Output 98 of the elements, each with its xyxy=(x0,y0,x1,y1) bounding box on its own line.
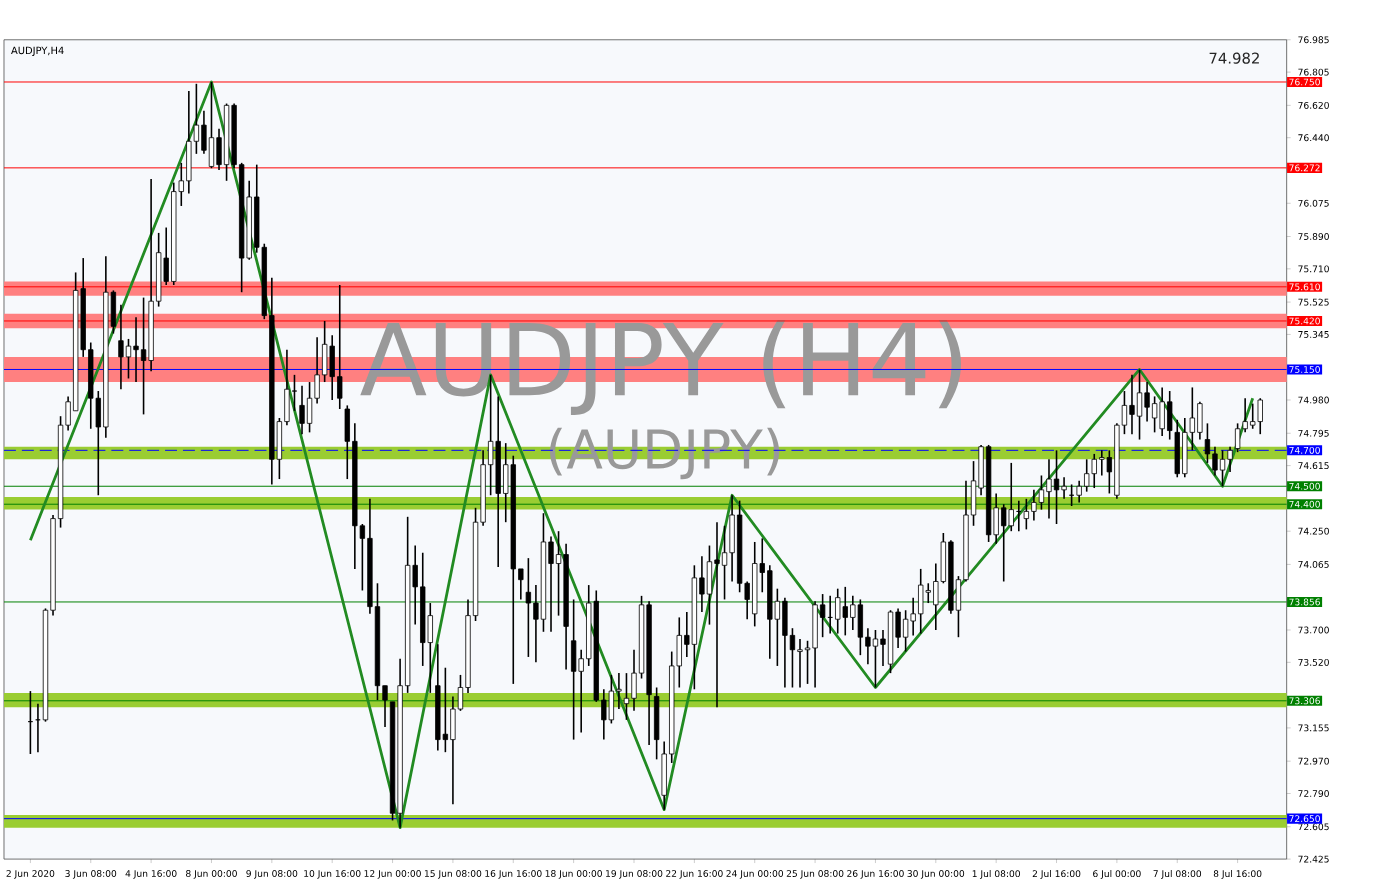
candlestick xyxy=(797,638,803,689)
y-tick-label: 76.985 xyxy=(1298,36,1329,44)
candlestick xyxy=(548,535,554,633)
y-tick-label: 74.250 xyxy=(1298,527,1329,535)
ref-line-label: 76.750 xyxy=(1289,78,1320,86)
candlestick xyxy=(819,593,826,639)
x-tick-label: 15 Jun 08:00 xyxy=(424,870,482,879)
y-tick-label: 76.620 xyxy=(1298,101,1329,109)
ref-line-label: 72.650 xyxy=(1289,815,1320,823)
candlestick xyxy=(1121,390,1128,435)
candlestick xyxy=(1023,498,1030,531)
x-tick-label: 2 Jun 2020 xyxy=(6,870,55,879)
y-tick-label: 74.615 xyxy=(1298,462,1329,470)
x-tick-label: 3 Jun 08:00 xyxy=(65,870,117,879)
y-tick-label: 73.520 xyxy=(1298,658,1329,666)
ref-line-label: 73.856 xyxy=(1289,598,1320,606)
ref-line-label: 74.400 xyxy=(1289,500,1320,508)
candlestick xyxy=(533,584,539,664)
candlestick xyxy=(299,384,305,435)
x-tick-label: 12 Jun 00:00 xyxy=(364,870,421,879)
x-tick-label: 1 Jul 08:00 xyxy=(972,870,1020,879)
x-tick-label: 16 Jun 16:00 xyxy=(485,870,542,879)
candlestick xyxy=(314,336,320,405)
x-tick-label: 22 Jun 16:00 xyxy=(666,870,723,879)
candlestick xyxy=(555,530,562,617)
candlestick xyxy=(1129,374,1135,435)
ref-line-label: 75.150 xyxy=(1289,366,1320,373)
x-tick-label: 8 Jun 00:00 xyxy=(186,870,237,879)
ref-line-label: 76.272 xyxy=(1289,164,1320,172)
candlestick xyxy=(872,629,879,689)
candlestick xyxy=(616,672,622,710)
x-tick-label: 26 Jun 16:00 xyxy=(847,870,904,879)
candlestick xyxy=(1219,449,1226,488)
y-tick-label: 73.700 xyxy=(1298,626,1329,634)
ref-line-label: 75.420 xyxy=(1289,317,1320,325)
candlestick xyxy=(337,284,343,410)
candlestick xyxy=(1046,458,1052,520)
x-tick-label: 18 Jun 00:00 xyxy=(545,870,602,879)
ref-line-label: 75.610 xyxy=(1289,283,1320,291)
candlestick xyxy=(865,627,871,665)
candlestick xyxy=(1227,445,1233,473)
x-tick-label: 24 Jun 00:00 xyxy=(726,870,784,879)
y-tick-label: 75.710 xyxy=(1298,265,1329,273)
y-tick-label: 76.440 xyxy=(1298,134,1329,142)
y-tick-label: 75.345 xyxy=(1298,331,1329,338)
x-tick-label: 10 Jun 16:00 xyxy=(304,870,361,879)
text: AUDJPY,H4 xyxy=(11,46,64,57)
candlestick xyxy=(1076,480,1082,504)
y-tick-label: 72.970 xyxy=(1298,757,1329,765)
candlestick xyxy=(118,304,124,391)
candlestick xyxy=(714,521,720,709)
x-tick-label: 19 Jun 08:00 xyxy=(606,870,663,879)
candlestick xyxy=(1031,489,1037,522)
candlestick xyxy=(623,672,630,721)
candlestick xyxy=(721,525,728,601)
x-tick-label: 9 Jun 08:00 xyxy=(246,870,298,879)
ref-line-label: 73.306 xyxy=(1289,697,1320,705)
candlestick xyxy=(65,395,71,432)
x-tick-label: 4 Jun 16:00 xyxy=(125,870,177,879)
candlestick xyxy=(699,555,705,613)
y-tick-label: 76.075 xyxy=(1298,199,1329,207)
annotation: 74.982 xyxy=(1209,52,1259,64)
candlestick xyxy=(1204,422,1211,464)
candlestick xyxy=(1061,476,1067,500)
y-tick-label: 72.425 xyxy=(1298,855,1329,863)
candlestick xyxy=(1053,449,1060,525)
candlestick xyxy=(518,568,524,601)
y-tick-label: 75.890 xyxy=(1298,233,1329,240)
y-tick-label: 75.525 xyxy=(1298,298,1329,306)
candlestick xyxy=(125,338,132,380)
y-tick-label: 72.790 xyxy=(1298,790,1329,797)
candlestick xyxy=(1212,445,1218,477)
y-tick-label: 73.155 xyxy=(1298,724,1329,732)
ref-line-label: 74.700 xyxy=(1289,446,1320,454)
y-tick-label: 74.065 xyxy=(1298,561,1329,568)
x-tick-label: 6 Jul 00:00 xyxy=(1093,870,1141,879)
candlestick xyxy=(133,316,139,383)
candlestick xyxy=(382,684,388,728)
y-tick-label: 74.980 xyxy=(1298,396,1329,404)
candlestick xyxy=(1144,381,1150,423)
candlestick xyxy=(457,674,464,712)
x-tick-label: 7 Jul 08:00 xyxy=(1153,870,1202,879)
x-tick-label: 2 Jul 16:00 xyxy=(1032,870,1081,879)
candlestick xyxy=(291,374,298,412)
x-tick-label: 30 Jun 00:00 xyxy=(907,870,965,879)
candlestick xyxy=(1136,368,1143,441)
y-tick-label: 72.605 xyxy=(1298,823,1329,831)
candlestick xyxy=(789,627,796,689)
candlestick xyxy=(804,640,811,685)
candlestick xyxy=(1038,474,1045,511)
candlestick xyxy=(525,557,532,658)
x-tick-label: 25 Jun 08:00 xyxy=(786,870,844,879)
y-tick-label: 76.805 xyxy=(1298,68,1329,76)
ref-line-label: 74.500 xyxy=(1289,482,1320,490)
candlestick xyxy=(880,629,886,667)
y-tick-label: 74.795 xyxy=(1298,429,1329,437)
candlestick xyxy=(140,296,147,416)
x-tick-label: 8 Jul 16:00 xyxy=(1213,870,1262,879)
